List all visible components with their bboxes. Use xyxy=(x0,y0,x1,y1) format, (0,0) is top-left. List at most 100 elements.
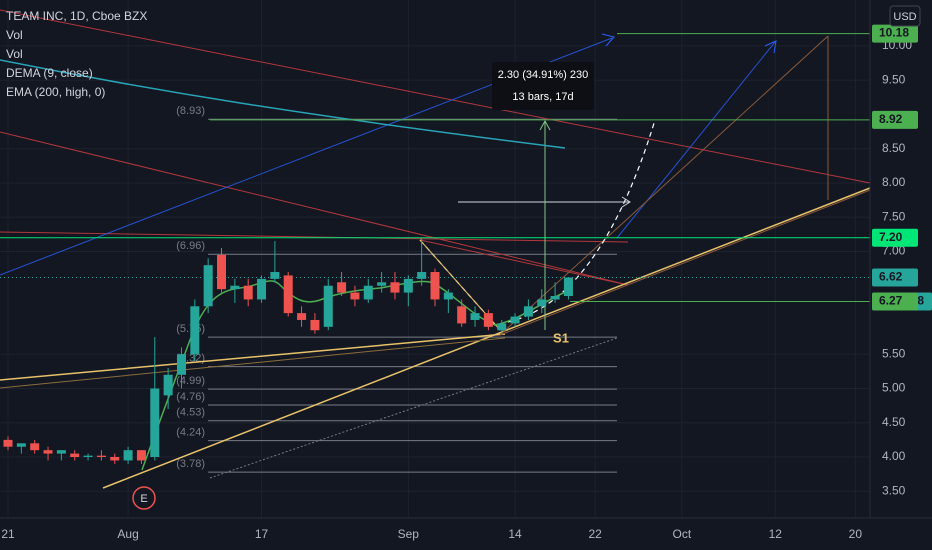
y-tick-label: 7.50 xyxy=(882,209,906,223)
price-tag-label: 8.92 xyxy=(879,112,903,126)
x-tick-label: 14 xyxy=(508,527,522,541)
candle-body xyxy=(203,265,213,307)
price-tag xyxy=(872,292,918,311)
candle-body xyxy=(217,254,227,290)
arrow-head xyxy=(621,196,631,208)
candle-body xyxy=(136,450,146,461)
candle-body xyxy=(243,285,253,300)
candle-body xyxy=(83,455,93,458)
fib-label: (8.93) xyxy=(176,105,205,117)
price-tag xyxy=(872,24,918,43)
candle-body xyxy=(163,374,173,396)
candle-body xyxy=(270,272,280,279)
y-tick-label: 8.00 xyxy=(882,175,906,189)
price-tag xyxy=(872,110,918,129)
candle-body xyxy=(16,443,26,447)
price-tag xyxy=(872,268,918,287)
x-tick-label: Oct xyxy=(673,527,692,541)
drawings xyxy=(0,9,871,489)
price-tag-label: 6.27 xyxy=(879,294,903,308)
fib-label: (6.96) xyxy=(176,240,205,252)
legend: TEAM INC, 1D, Cboe BZX Vol Vol DEMA (9, … xyxy=(6,9,147,99)
candle-body xyxy=(310,319,320,331)
fib-label: (4.76) xyxy=(176,391,205,403)
arrow-head xyxy=(764,40,777,54)
y-tick-label: 5.00 xyxy=(882,381,906,395)
candle-body xyxy=(537,299,547,307)
candle-body xyxy=(337,282,347,293)
fib-label: (3.78) xyxy=(176,458,205,470)
currency-box xyxy=(889,5,921,27)
candle-body xyxy=(563,277,573,296)
fib-label: (4.99) xyxy=(176,375,205,387)
arrow-head xyxy=(601,33,615,47)
trend-line xyxy=(0,131,629,286)
candle-body xyxy=(3,439,13,447)
candle-body xyxy=(123,450,133,461)
legend-symbol: TEAM INC, 1D, Cboe BZX xyxy=(6,9,147,23)
grid xyxy=(0,0,870,518)
price-tag xyxy=(872,228,918,247)
earnings-marker xyxy=(132,486,156,510)
candle-body xyxy=(30,443,40,451)
candle-body xyxy=(230,285,240,290)
pivot-label: S1 xyxy=(553,330,569,345)
candle-body xyxy=(497,323,507,331)
candle-body xyxy=(257,278,267,300)
y-tick-label: 5.50 xyxy=(882,346,906,360)
x-tick-label: Aug xyxy=(117,527,138,541)
fib-label: (4.24) xyxy=(176,426,205,438)
candles xyxy=(3,237,573,464)
candle-body xyxy=(297,313,307,320)
trend-line xyxy=(0,337,506,389)
price-tag-label: 10.18 xyxy=(879,26,909,40)
earnings-label: E xyxy=(140,493,147,505)
candle-body xyxy=(523,306,533,317)
candle-body xyxy=(510,316,520,324)
ema-line xyxy=(0,59,566,149)
x-tick-label: 17 xyxy=(255,527,269,541)
trend-line xyxy=(499,189,871,336)
candle-body xyxy=(150,388,160,458)
trend-line xyxy=(419,239,629,286)
y-tick-label: 4.50 xyxy=(882,415,906,429)
candle-body xyxy=(110,457,120,461)
candle-body xyxy=(283,275,293,314)
candle-body xyxy=(390,282,400,293)
legend-item: EMA (200, high, 0) xyxy=(6,85,105,99)
candle-body xyxy=(363,285,373,300)
candle-body xyxy=(176,354,186,375)
legend-item: Vol xyxy=(6,28,23,42)
measure-box: 2.30 (34.91%) 230 13 bars, 17d xyxy=(492,62,594,110)
y-tick-label: 8.50 xyxy=(882,141,906,155)
price-levels xyxy=(0,33,870,302)
x-tick-label: Sep xyxy=(398,527,420,541)
candle-body xyxy=(323,285,333,327)
candle-body xyxy=(70,453,80,458)
candle-body xyxy=(417,272,427,279)
x-tick-label: 20 xyxy=(849,527,863,541)
trend-line xyxy=(0,333,506,381)
candle-body xyxy=(96,455,106,458)
y-tick-label: 3.50 xyxy=(882,483,906,497)
legend-item: Vol xyxy=(6,47,23,61)
candle-body xyxy=(457,306,467,324)
fib-label: (4.53) xyxy=(176,407,205,419)
candle-body xyxy=(377,282,387,286)
dema-line xyxy=(141,280,571,471)
measure-background xyxy=(492,62,594,110)
candle-body xyxy=(470,313,480,320)
candle-body xyxy=(483,313,493,327)
price-tag-label: 6.62 xyxy=(879,270,903,284)
price-tags: 10.188.927.206.6205:18:086.27 xyxy=(872,24,932,311)
arrow-line xyxy=(616,41,776,239)
candle-body xyxy=(430,272,440,300)
price-tag-label: 7.20 xyxy=(879,230,903,244)
measure-change: 2.30 (34.91%) 230 xyxy=(498,69,589,81)
candle-body xyxy=(190,306,200,355)
candle-body xyxy=(43,450,53,454)
legend-item: DEMA (9, close) xyxy=(6,66,93,80)
x-tick-label: 22 xyxy=(588,527,602,541)
